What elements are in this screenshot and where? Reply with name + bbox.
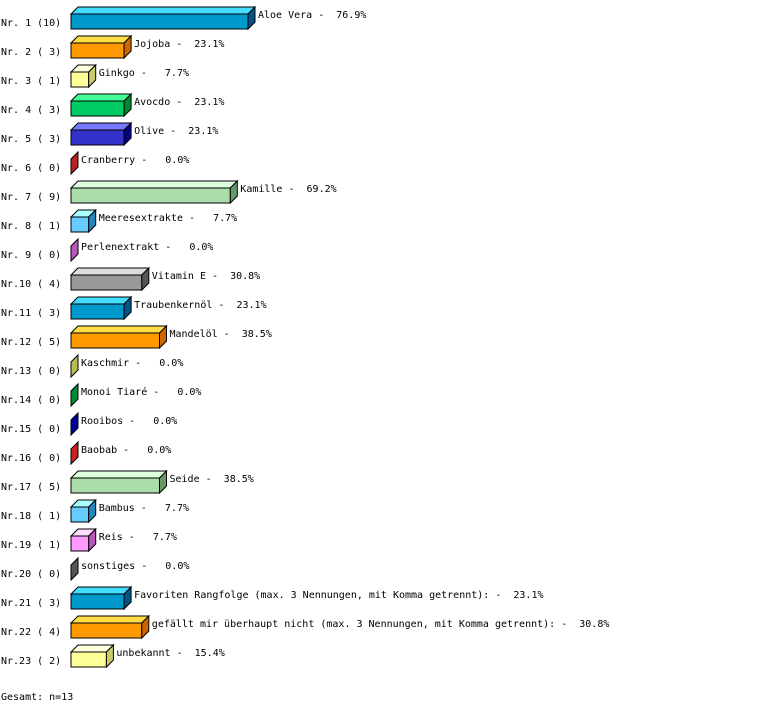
row-rank-label: Nr.23 ( 2) (1, 656, 61, 667)
bar-top (69, 325, 168, 334)
bar (70, 506, 90, 523)
bar (70, 100, 125, 117)
bar-side (70, 411, 79, 437)
row-rank-label: Nr.15 ( 0) (1, 424, 61, 435)
row-rank-label: Nr.11 ( 3) (1, 308, 61, 319)
bar-top (69, 296, 133, 305)
bar-top (69, 122, 133, 131)
bar (70, 129, 125, 146)
bar-value-label: Kamille - 69.2% (240, 184, 336, 195)
bar-value-label: sonstiges - 0.0% (81, 561, 189, 572)
bar (70, 274, 143, 291)
bar (70, 535, 90, 552)
bar-value-label: Aloe Vera - 76.9% (258, 10, 366, 21)
bar (70, 593, 125, 610)
bar-value-label: Monoi Tiaré - 0.0% (81, 386, 201, 398)
bar-top (69, 180, 239, 189)
bar-value-label: Mandelöl - 38.5% (170, 329, 272, 340)
row-rank-label: Nr. 1 (10) (1, 18, 61, 29)
bar-value-label: Meeresextrakte - 7.7% (99, 213, 237, 224)
bar-value-label: gefällt mir überhaupt nicht (max. 3 Nenn… (152, 619, 610, 630)
row-rank-label: Nr. 9 ( 0) (1, 250, 61, 261)
bar-side (123, 34, 132, 60)
bar (70, 71, 90, 88)
bar-top (69, 470, 168, 479)
row-rank-label: Nr. 7 ( 9) (1, 192, 61, 203)
bar-value-label: Avocdo - 23.1% (134, 97, 224, 108)
bar-side (105, 643, 114, 669)
bar-side (88, 208, 97, 234)
bar-value-label: Cranberry - 0.0% (81, 155, 189, 166)
bar (70, 187, 231, 204)
bar-side (70, 237, 79, 263)
row-rank-label: Nr.12 ( 5) (1, 337, 61, 348)
bar-value-label: Bambus - 7.7% (99, 503, 189, 514)
row-rank-label: Nr.13 ( 0) (1, 366, 61, 377)
bar-value-label: Perlenextrakt - 0.0% (81, 242, 213, 253)
bar-side (141, 614, 150, 640)
row-rank-label: Nr. 5 ( 3) (1, 134, 61, 145)
bar-side (229, 179, 238, 205)
row-rank-label: Nr.19 ( 1) (1, 540, 61, 551)
row-rank-label: Nr.10 ( 4) (1, 279, 61, 290)
bar-side (141, 266, 150, 292)
bar-side (88, 527, 97, 553)
row-rank-label: Nr.17 ( 5) (1, 482, 61, 493)
row-rank-label: Nr.14 ( 0) (1, 395, 61, 406)
bar-side (123, 585, 132, 611)
row-rank-label: Nr.16 ( 0) (1, 453, 61, 464)
row-rank-label: Nr.18 ( 1) (1, 511, 61, 522)
bar-value-label: Rooibos - 0.0% (81, 416, 177, 427)
bar-side (70, 440, 79, 466)
bar-side (159, 324, 167, 350)
bar-value-label: Kaschmir - 0.0% (81, 358, 183, 369)
bar-top (69, 615, 151, 624)
bar-side (123, 92, 132, 118)
bar-side (70, 150, 79, 176)
bar-value-label: Favoriten Rangfolge (max. 3 Nennungen, m… (134, 590, 543, 601)
row-rank-label: Nr. 6 ( 0) (1, 163, 61, 174)
row-rank-label: Nr. 8 ( 1) (1, 221, 61, 232)
row-rank-label: Nr.20 ( 0) (1, 569, 61, 580)
bar-side (123, 295, 132, 321)
bar-value-label: Seide - 38.5% (170, 474, 254, 485)
bar-top (69, 93, 133, 102)
bar (70, 42, 125, 59)
bar-side (247, 5, 256, 31)
row-rank-label: Nr.21 ( 3) (1, 598, 61, 609)
bar-side (70, 556, 79, 582)
bar-value-label: Baobab - 0.0% (81, 445, 171, 456)
bar-value-label: Ginkgo - 7.7% (99, 68, 189, 79)
bar-top (69, 267, 151, 276)
row-rank-label: Nr. 2 ( 3) (1, 47, 61, 58)
bar-side (123, 121, 132, 147)
bar-top (69, 6, 257, 15)
bar-value-label: Olive - 23.1% (134, 126, 218, 137)
bar (70, 651, 107, 668)
bar-side (88, 498, 97, 524)
bar (70, 622, 143, 639)
bar (70, 216, 90, 233)
bar (70, 303, 125, 320)
bar-top (69, 586, 133, 595)
bar (70, 477, 160, 494)
bar-value-label: unbekannt - 15.4% (116, 648, 224, 659)
bar-side (159, 469, 167, 495)
bar-value-label: Jojoba - 23.1% (134, 39, 224, 50)
bar-value-label: Reis - 7.7% (99, 532, 177, 543)
bar-value-label: Traubenkernöl - 23.1% (134, 300, 266, 311)
row-rank-label: Nr. 3 ( 1) (1, 76, 61, 87)
row-rank-label: Nr.22 ( 4) (1, 627, 61, 638)
bar-side (70, 353, 79, 379)
bar-side (70, 382, 79, 408)
row-rank-label: Nr. 4 ( 3) (1, 105, 61, 116)
bar (70, 13, 249, 30)
bar-value-label: Vitamin E - 30.8% (152, 271, 260, 282)
bar (70, 332, 160, 349)
total-label: Gesamt: n=13 (1, 692, 74, 703)
bar-side (88, 63, 97, 89)
bar-top (69, 35, 133, 44)
